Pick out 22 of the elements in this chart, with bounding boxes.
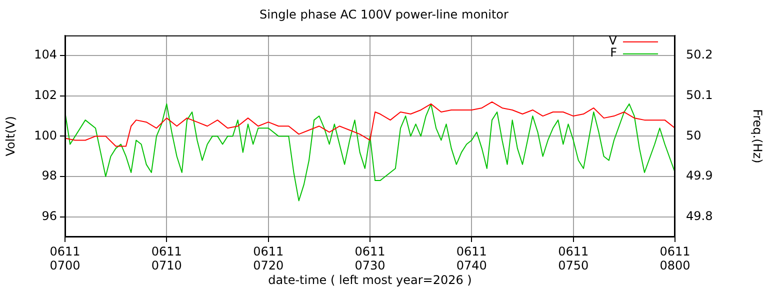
y-axis-title: Volt(V) — [3, 116, 18, 156]
y2-axis-title: Freq.(Hz) — [750, 109, 765, 164]
x-tick-label: 0611 0700 — [50, 244, 80, 273]
y2-tick-label: 50 — [686, 128, 702, 142]
y2-tick-label: 49.8 — [686, 208, 713, 223]
legend-label: V — [608, 34, 618, 48]
x-tick-label: 0611 0750 — [558, 244, 589, 273]
y-tick-label: 98 — [42, 168, 57, 183]
y2-tick-label: 50.2 — [686, 48, 713, 62]
x-tick-label: 0611 0710 — [151, 244, 182, 273]
x-tick-label: 0611 0730 — [354, 244, 386, 273]
x-tick-label: 0611 0800 — [660, 244, 690, 273]
chart-title: Single phase AC 100V power-line monitor — [260, 7, 509, 22]
y-tick-label: 96 — [42, 208, 57, 223]
y-tick-label: 102 — [34, 88, 57, 102]
x-axis-title: date-time ( left most year=2026 ) — [268, 272, 472, 287]
y-tick-label: 100 — [34, 128, 57, 142]
legend-label: F — [610, 46, 618, 60]
x-tick-label: 0611 0740 — [456, 244, 487, 273]
y2-tick-label: 49.9 — [686, 168, 713, 183]
y2-tick-label: 50.1 — [686, 88, 713, 102]
y-tick-label: 104 — [34, 48, 57, 62]
